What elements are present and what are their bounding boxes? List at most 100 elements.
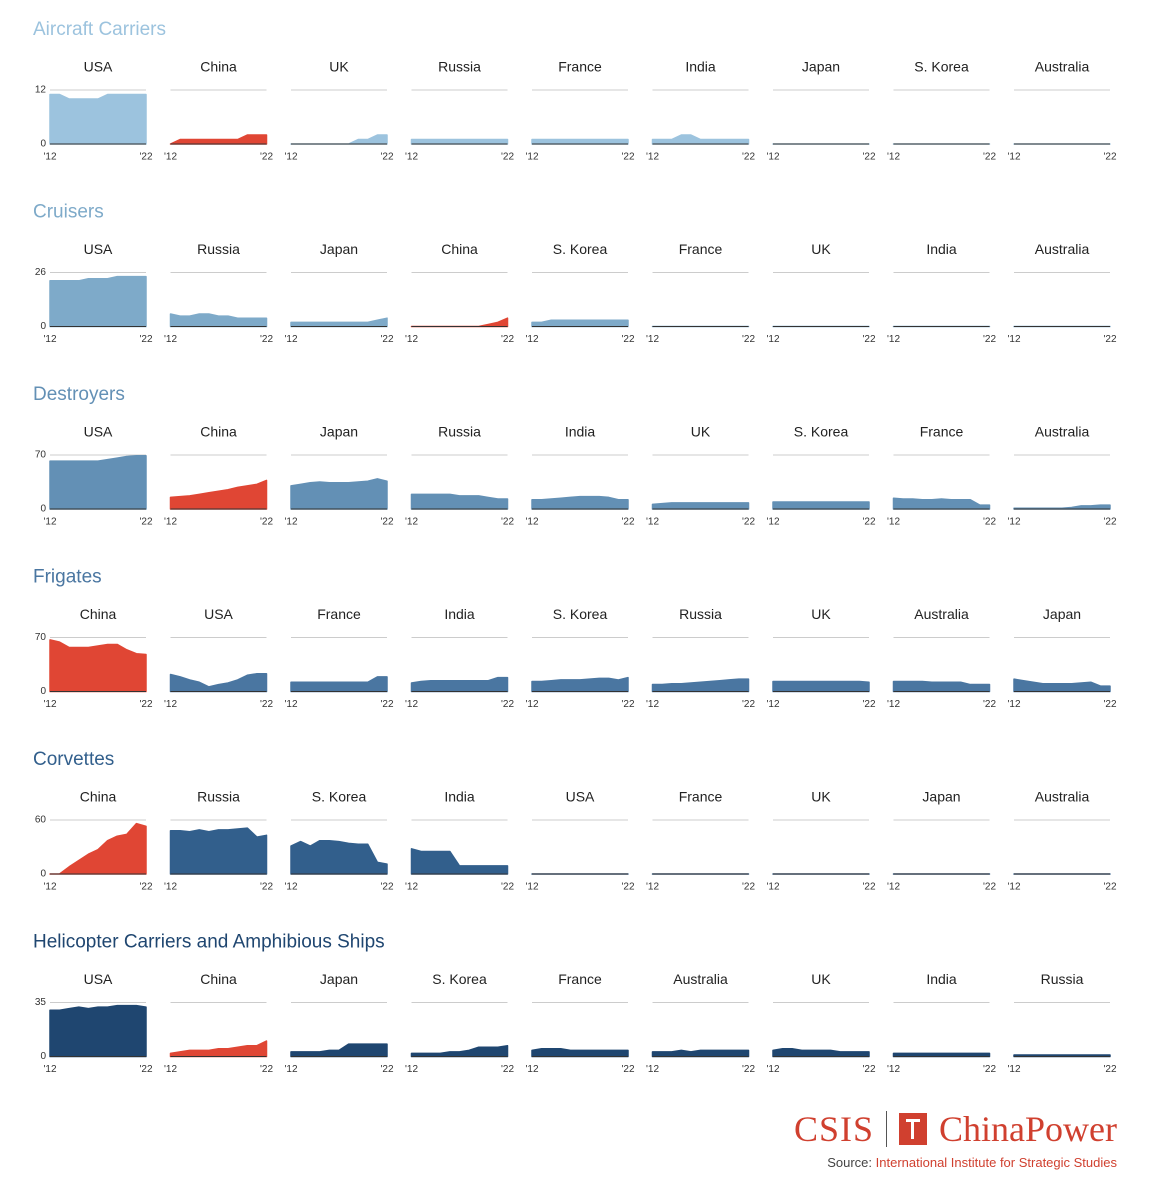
area-destroyers-russia (410, 493, 509, 510)
area-destroyers-australia (1013, 504, 1111, 510)
x-tick-start-helicopter-carriers-and-amphibious-ships-uk: '12 (766, 1064, 779, 1075)
x-tick-start-cruisers-india: '12 (887, 334, 900, 345)
x-tick-start-aircraft-carriers-usa: '12 (43, 152, 56, 163)
x-tick-end-cruisers-china: '22 (501, 334, 514, 345)
panel-title-frigates-s-korea: S. Korea (553, 606, 608, 622)
panel-title-destroyers-australia: Australia (1035, 424, 1090, 440)
area-corvettes-china (49, 822, 147, 875)
x-tick-end-frigates-india: '22 (501, 699, 514, 710)
panel-title-helicopter-carriers-and-amphibious-ships-france: France (558, 971, 602, 987)
x-tick-start-destroyers-india: '12 (525, 517, 538, 528)
panel-title-destroyers-russia: Russia (438, 424, 481, 440)
x-tick-start-corvettes-uk: '12 (766, 882, 779, 893)
x-tick-start-helicopter-carriers-and-amphibious-ships-france: '12 (525, 1064, 538, 1075)
panel-title-aircraft-carriers-australia: Australia (1035, 59, 1090, 75)
x-tick-end-frigates-china: '22 (139, 699, 152, 710)
x-tick-start-corvettes-china: '12 (43, 882, 56, 893)
section-title-destroyers: Destroyers (33, 384, 125, 405)
x-tick-end-destroyers-russia: '22 (501, 517, 514, 528)
x-tick-end-cruisers-uk: '22 (862, 334, 875, 345)
x-tick-start-corvettes-india: '12 (405, 882, 418, 893)
x-tick-start-aircraft-carriers-australia: '12 (1007, 152, 1020, 163)
chinapower-logo-icon (899, 1113, 928, 1145)
x-tick-start-cruisers-usa: '12 (43, 334, 56, 345)
area-frigates-india (410, 676, 509, 693)
x-tick-end-frigates-uk: '22 (862, 699, 875, 710)
x-tick-end-frigates-japan: '22 (1103, 699, 1116, 710)
area-destroyers-china (169, 479, 268, 510)
x-tick-start-corvettes-s-korea: '12 (284, 882, 297, 893)
panel-title-destroyers-india: India (565, 424, 596, 440)
x-tick-end-aircraft-carriers-s-korea: '22 (983, 152, 996, 163)
x-tick-start-destroyers-uk: '12 (646, 517, 659, 528)
y-tick-zero-corvettes: 0 (40, 869, 46, 880)
section-title-aircraft-carriers: Aircraft Carriers (33, 19, 166, 40)
x-tick-start-corvettes-france: '12 (646, 882, 659, 893)
panel-title-frigates-china: China (80, 606, 117, 622)
panel-title-cruisers-australia: Australia (1035, 241, 1090, 257)
x-tick-start-cruisers-china: '12 (405, 334, 418, 345)
area-corvettes-india (410, 848, 509, 875)
x-tick-end-frigates-australia: '22 (983, 699, 996, 710)
x-tick-end-aircraft-carriers-india: '22 (742, 152, 755, 163)
area-helicopter-carriers-and-amphibious-ships-japan (290, 1043, 388, 1058)
x-tick-end-helicopter-carriers-and-amphibious-ships-japan: '22 (380, 1064, 393, 1075)
x-tick-start-destroyers-australia: '12 (1007, 517, 1020, 528)
panel-title-aircraft-carriers-russia: Russia (438, 59, 481, 75)
panel-title-frigates-uk: UK (811, 606, 831, 622)
x-tick-end-aircraft-carriers-russia: '22 (501, 152, 514, 163)
x-tick-end-cruisers-india: '22 (983, 334, 996, 345)
panel-title-aircraft-carriers-india: India (685, 59, 716, 75)
x-tick-start-corvettes-japan: '12 (887, 882, 900, 893)
x-tick-end-aircraft-carriers-japan: '22 (862, 152, 875, 163)
panel-title-destroyers-uk: UK (691, 424, 711, 440)
source-label: Source: (827, 1155, 873, 1170)
x-tick-start-cruisers-s-korea: '12 (525, 334, 538, 345)
x-tick-start-frigates-australia: '12 (887, 699, 900, 710)
x-tick-start-cruisers-japan: '12 (284, 334, 297, 345)
area-destroyers-japan (290, 478, 388, 510)
x-tick-start-frigates-s-korea: '12 (525, 699, 538, 710)
section-title-helicopter-carriers-and-amphibious-ships: Helicopter Carriers and Amphibious Ships (33, 932, 385, 953)
x-tick-end-frigates-russia: '22 (742, 699, 755, 710)
area-aircraft-carriers-india (651, 134, 750, 145)
area-cruisers-s-korea (531, 319, 629, 328)
panel-title-frigates-japan: Japan (1043, 606, 1081, 622)
x-tick-start-cruisers-uk: '12 (766, 334, 779, 345)
panel-title-aircraft-carriers-usa: USA (84, 59, 113, 75)
panel-title-corvettes-france: France (679, 789, 723, 805)
area-cruisers-china (410, 317, 509, 328)
x-tick-start-destroyers-japan: '12 (284, 517, 297, 528)
panel-title-destroyers-china: China (200, 424, 237, 440)
area-destroyers-uk (651, 502, 750, 510)
panel-title-aircraft-carriers-france: France (558, 59, 602, 75)
area-helicopter-carriers-and-amphibious-ships-india (892, 1052, 991, 1058)
x-tick-end-cruisers-france: '22 (742, 334, 755, 345)
panel-title-frigates-india: India (444, 606, 475, 622)
x-tick-start-corvettes-russia: '12 (164, 882, 177, 893)
panel-title-helicopter-carriers-and-amphibious-ships-russia: Russia (1041, 971, 1084, 987)
x-tick-start-frigates-usa: '12 (164, 699, 177, 710)
x-tick-start-destroyers-china: '12 (164, 517, 177, 528)
panel-title-cruisers-china: China (441, 241, 478, 257)
x-tick-end-corvettes-usa: '22 (621, 882, 634, 893)
area-destroyers-usa (49, 455, 147, 510)
x-tick-end-corvettes-france: '22 (742, 882, 755, 893)
x-tick-start-aircraft-carriers-s-korea: '12 (887, 152, 900, 163)
panel-title-destroyers-usa: USA (84, 424, 113, 440)
x-tick-end-cruisers-australia: '22 (1103, 334, 1116, 345)
x-tick-end-destroyers-japan: '22 (380, 517, 393, 528)
x-tick-end-corvettes-australia: '22 (1103, 882, 1116, 893)
x-tick-start-aircraft-carriers-uk: '12 (284, 152, 297, 163)
x-tick-end-cruisers-s-korea: '22 (621, 334, 634, 345)
area-corvettes-s-korea (290, 839, 388, 875)
x-tick-start-aircraft-carriers-japan: '12 (766, 152, 779, 163)
area-aircraft-carriers-uk (290, 134, 388, 145)
area-helicopter-carriers-and-amphibious-ships-australia (651, 1049, 750, 1058)
panel-title-cruisers-india: India (926, 241, 957, 257)
x-tick-end-corvettes-china: '22 (139, 882, 152, 893)
panel-title-helicopter-carriers-and-amphibious-ships-s-korea: S. Korea (432, 971, 487, 987)
x-tick-end-helicopter-carriers-and-amphibious-ships-china: '22 (260, 1064, 273, 1075)
area-corvettes-russia (169, 827, 268, 875)
y-tick-zero-aircraft-carriers: 0 (40, 139, 46, 150)
